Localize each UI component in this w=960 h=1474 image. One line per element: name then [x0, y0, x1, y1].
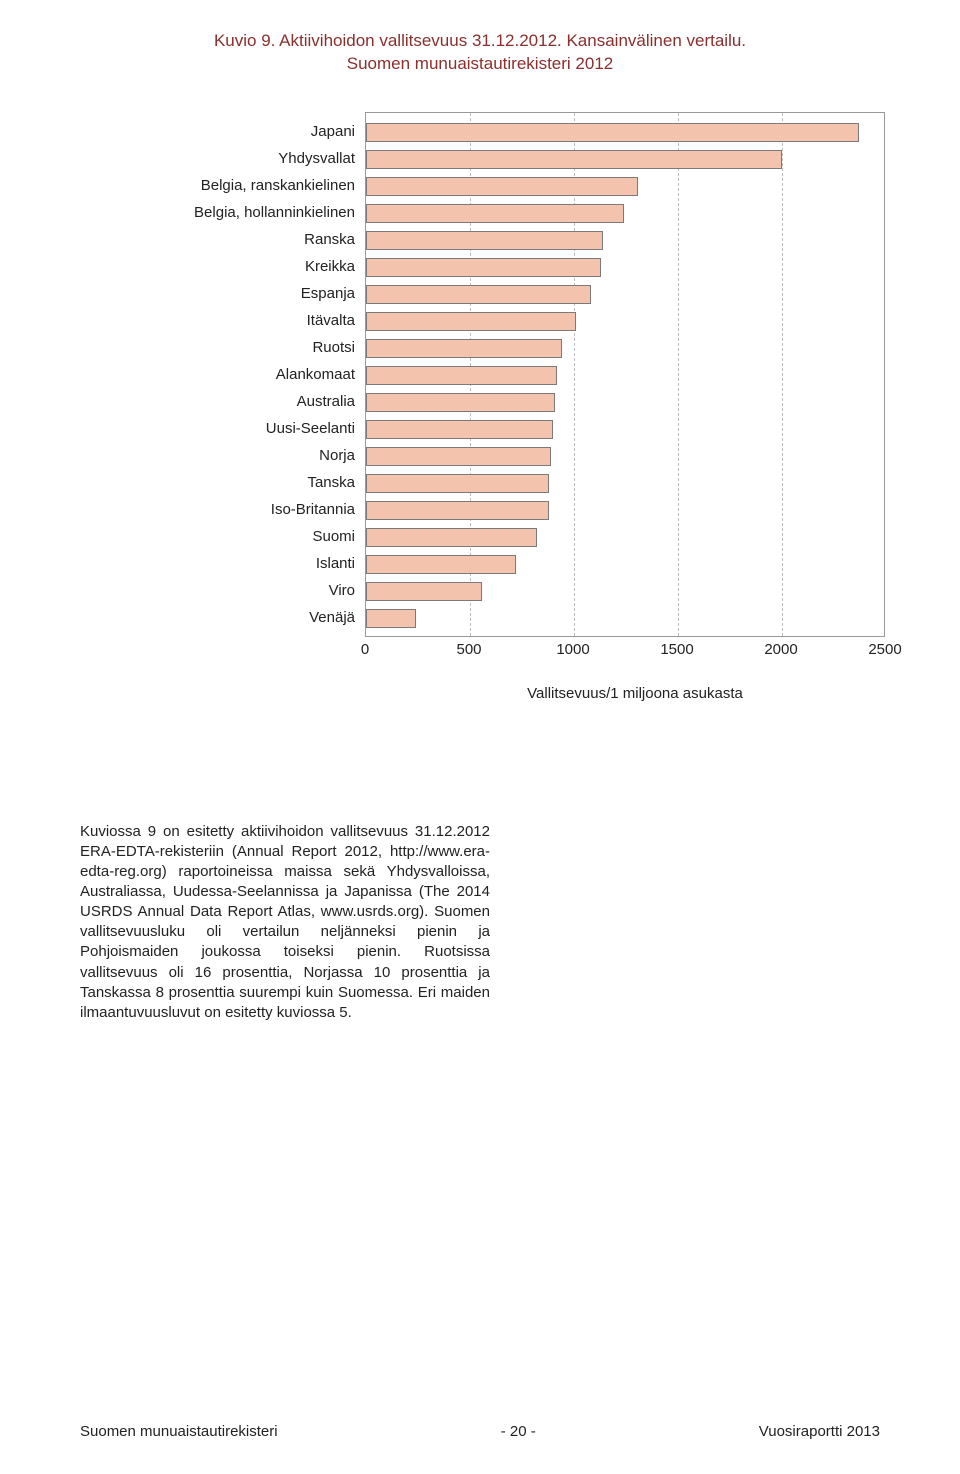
category-label: Alankomaat — [145, 361, 355, 388]
bar-slot — [366, 335, 884, 362]
chart: JapaniYhdysvallatBelgia, ranskankielinen… — [145, 112, 905, 702]
bar — [366, 447, 551, 466]
category-label: Espanja — [145, 280, 355, 307]
x-ticks: 05001000150020002500 — [365, 637, 885, 679]
chart-title: Kuvio 9. Aktiivihoidon vallitsevuus 31.1… — [0, 30, 960, 76]
bar-slot — [366, 416, 884, 443]
x-tick: 500 — [456, 641, 481, 658]
footer-center: - 20 - — [501, 1423, 536, 1440]
category-label: Uusi-Seelanti — [145, 415, 355, 442]
bar — [366, 339, 562, 358]
x-tick: 2000 — [764, 641, 797, 658]
bar — [366, 474, 549, 493]
category-label: Belgia, ranskankielinen — [145, 172, 355, 199]
footer-left: Suomen munuaistautirekisteri — [80, 1423, 278, 1440]
bar — [366, 258, 601, 277]
bar — [366, 420, 553, 439]
bar-slot — [366, 605, 884, 632]
bar-slot — [366, 281, 884, 308]
bar — [366, 393, 555, 412]
bar-slot — [366, 443, 884, 470]
bar-slot — [366, 551, 884, 578]
bar-slot — [366, 227, 884, 254]
bar — [366, 285, 591, 304]
x-tick: 2500 — [868, 641, 901, 658]
bar — [366, 123, 859, 142]
category-label: Norja — [145, 442, 355, 469]
x-axis-label: Vallitsevuus/1 miljoona asukasta — [365, 685, 905, 702]
bar — [366, 366, 557, 385]
bar-slot — [366, 389, 884, 416]
body-paragraph: Kuviossa 9 on esitetty aktiivihoidon val… — [80, 822, 490, 1023]
category-label: Iso-Britannia — [145, 496, 355, 523]
category-label: Yhdysvallat — [145, 145, 355, 172]
bar — [366, 150, 782, 169]
category-label: Australia — [145, 388, 355, 415]
bar — [366, 312, 576, 331]
category-label: Belgia, hollanninkielinen — [145, 199, 355, 226]
category-label: Suomi — [145, 523, 355, 550]
plot-area — [365, 112, 885, 637]
title-line1: Kuvio 9. Aktiivihoidon vallitsevuus 31.1… — [214, 31, 746, 50]
bar-slot — [366, 173, 884, 200]
bar — [366, 177, 638, 196]
category-label: Venäjä — [145, 604, 355, 631]
bar-slot — [366, 524, 884, 551]
bar-slot — [366, 200, 884, 227]
bar-slot — [366, 470, 884, 497]
x-tick: 0 — [361, 641, 369, 658]
bar-slot — [366, 362, 884, 389]
footer-right: Vuosiraportti 2013 — [759, 1423, 880, 1440]
category-label: Japani — [145, 118, 355, 145]
bar-slot — [366, 146, 884, 173]
category-label: Viro — [145, 577, 355, 604]
bar-slot — [366, 119, 884, 146]
bar — [366, 582, 482, 601]
bar — [366, 609, 416, 628]
bar — [366, 204, 624, 223]
bar-slot — [366, 578, 884, 605]
category-label: Ruotsi — [145, 334, 355, 361]
category-labels: JapaniYhdysvallatBelgia, ranskankielinen… — [145, 112, 365, 702]
x-tick: 1500 — [660, 641, 693, 658]
category-label: Ranska — [145, 226, 355, 253]
title-line2: Suomen munuaistautirekisteri 2012 — [347, 54, 613, 73]
x-tick: 1000 — [556, 641, 589, 658]
bar-slot — [366, 308, 884, 335]
category-label: Tanska — [145, 469, 355, 496]
bar — [366, 528, 537, 547]
category-label: Itävalta — [145, 307, 355, 334]
page-footer: Suomen munuaistautirekisteri - 20 - Vuos… — [0, 1423, 960, 1440]
bar-slot — [366, 497, 884, 524]
category-label: Kreikka — [145, 253, 355, 280]
category-label: Islanti — [145, 550, 355, 577]
bar — [366, 231, 603, 250]
bar — [366, 555, 516, 574]
bar-slot — [366, 254, 884, 281]
bar — [366, 501, 549, 520]
